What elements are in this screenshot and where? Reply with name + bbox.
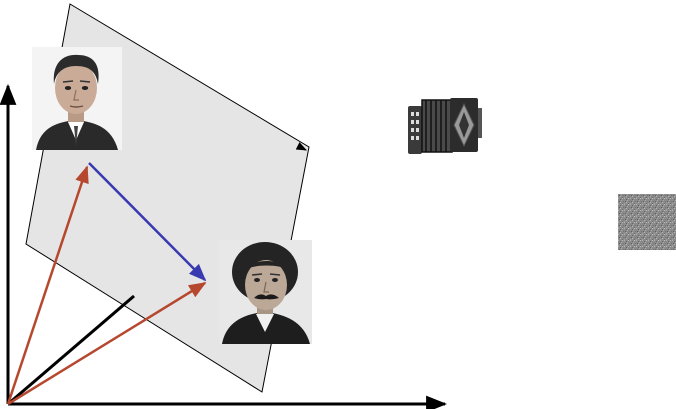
noise-image <box>618 194 676 250</box>
portrait-photo-bottom <box>219 240 312 344</box>
difference-vector <box>88 162 207 282</box>
vector-to-top-face <box>6 165 89 405</box>
portrait-photo-top <box>32 47 122 150</box>
origin-to-plane-vector <box>7 294 135 406</box>
plane-edge-arrow <box>295 142 307 151</box>
vector-to-bottom-face <box>7 281 207 406</box>
accordion-icon <box>408 98 482 154</box>
